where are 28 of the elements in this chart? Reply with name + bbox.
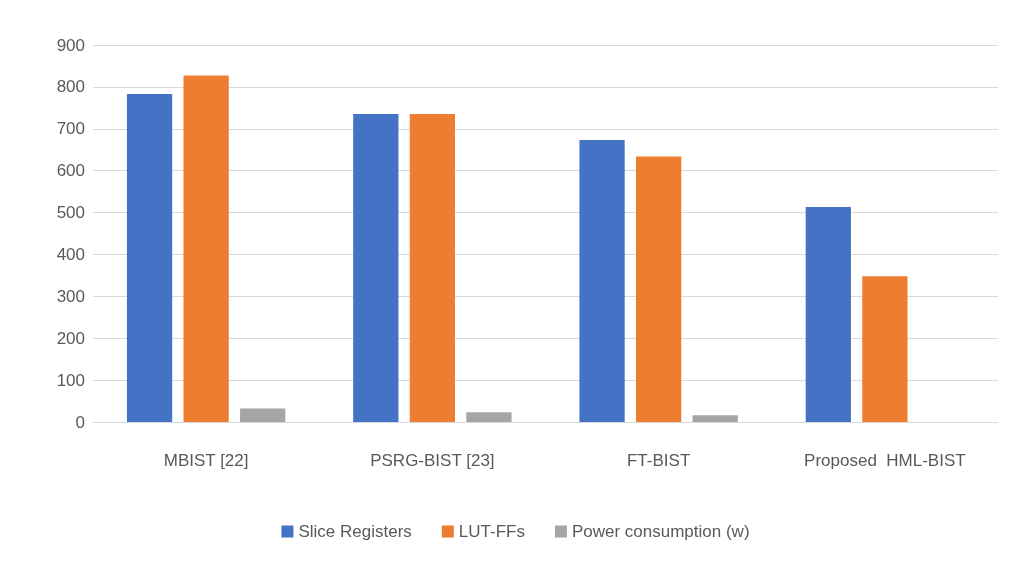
bar bbox=[692, 415, 738, 422]
x-tick-label: MBIST [22] bbox=[163, 451, 249, 470]
bar bbox=[579, 140, 625, 422]
bar bbox=[466, 412, 512, 422]
bar bbox=[183, 75, 229, 422]
x-tick-label: FT-BIST bbox=[626, 451, 691, 470]
bar bbox=[805, 207, 851, 422]
bar bbox=[409, 114, 455, 422]
bar bbox=[126, 94, 173, 422]
legend-label: Slice Registers bbox=[298, 522, 412, 541]
x-tick-label: PSRG-BIST [23] bbox=[370, 451, 495, 470]
y-tick-label: 200 bbox=[56, 328, 85, 348]
y-tick-label: 300 bbox=[56, 286, 85, 306]
y-tick-label: 0 bbox=[75, 412, 85, 432]
y-tick-label: 500 bbox=[56, 203, 85, 223]
y-tick-label: 400 bbox=[56, 244, 85, 264]
y-tick-label: 100 bbox=[56, 370, 85, 390]
y-tick-label: 900 bbox=[56, 35, 85, 55]
bar bbox=[636, 156, 682, 422]
legend-label: LUT-FFs bbox=[458, 522, 525, 541]
y-tick-label: 800 bbox=[56, 77, 85, 97]
bar bbox=[353, 114, 399, 422]
y-tick-label: 600 bbox=[56, 161, 85, 181]
bar bbox=[240, 408, 286, 422]
y-tick-label: 700 bbox=[56, 119, 85, 139]
x-tick-label: Proposed HML-BIST bbox=[804, 451, 966, 470]
bar bbox=[862, 276, 908, 422]
legend-label: Power consumption (w) bbox=[571, 522, 750, 541]
